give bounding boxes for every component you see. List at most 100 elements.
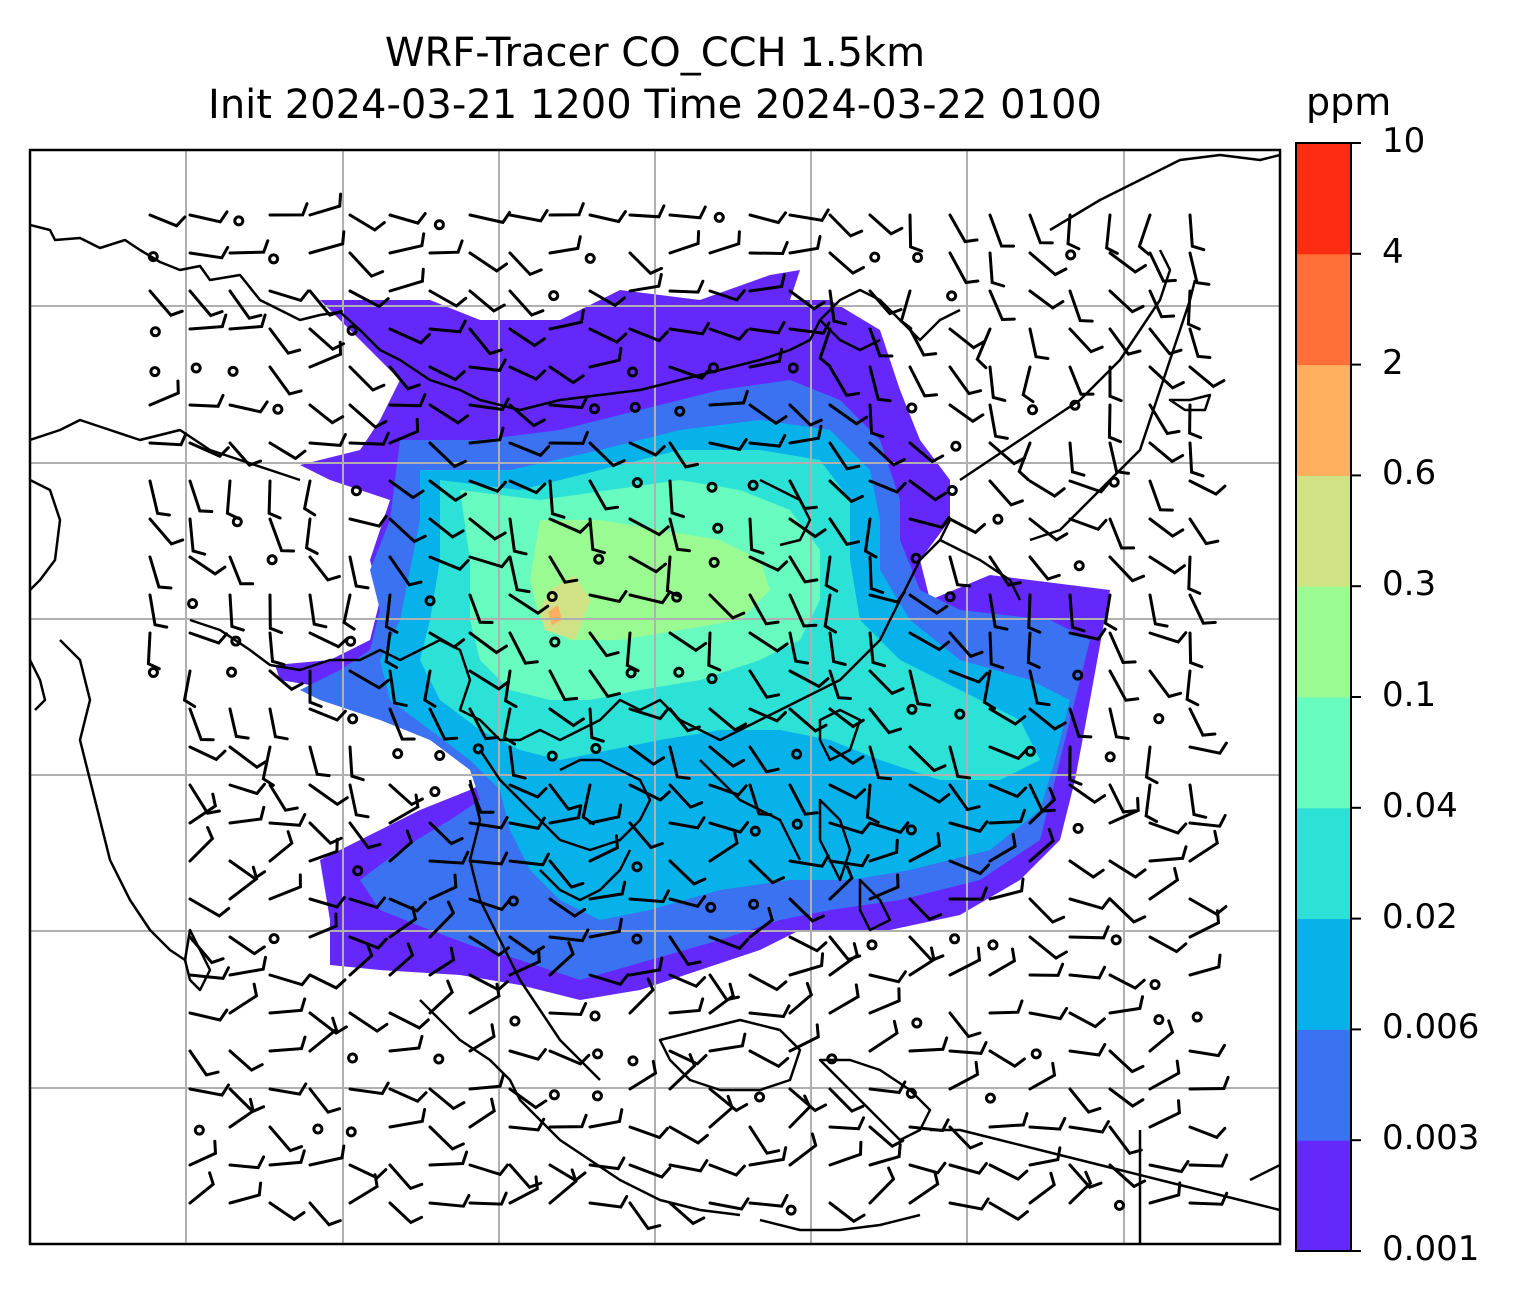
wind-barb (823, 593, 838, 634)
colorbar-band-6 (1296, 475, 1351, 587)
wind-barb (548, 202, 585, 217)
wind-barb (708, 707, 748, 732)
wind-barb (588, 917, 623, 939)
wind-barb (228, 859, 267, 881)
wind-barb (468, 1163, 509, 1177)
calm-marker (631, 477, 643, 489)
wind-barb (908, 946, 936, 977)
wind-barb (748, 1193, 789, 1208)
wind-barb (988, 593, 1009, 631)
wind-barb (668, 279, 705, 294)
wind-barb (228, 555, 255, 586)
wind-barb (748, 631, 789, 653)
wind-barb (428, 319, 467, 334)
wind-barb (628, 1125, 669, 1140)
wind-barb (748, 783, 773, 817)
wind-barb (1148, 845, 1188, 863)
wind-barb (748, 347, 783, 369)
wind-barb (708, 982, 735, 1015)
wind-barb (1108, 517, 1136, 550)
wind-barb (708, 1087, 749, 1113)
wind-barb (228, 1087, 266, 1114)
wind-barb (1108, 1163, 1147, 1189)
wind-barb (148, 213, 187, 228)
wind-barb (548, 669, 579, 702)
wind-barb (188, 707, 215, 742)
wind-barb (1148, 1099, 1181, 1129)
wind-barb (308, 289, 343, 317)
calm-marker (866, 939, 878, 951)
wind-barb (268, 1082, 308, 1096)
wind-barb (308, 837, 339, 863)
wind-barb (468, 211, 512, 225)
wind-barb (668, 479, 685, 519)
wind-barb (1068, 897, 1112, 911)
wind-barb (948, 365, 983, 396)
wind-barb (384, 593, 399, 634)
wind-barb (988, 707, 1027, 726)
calm-marker (1027, 404, 1039, 416)
wind-barb (788, 631, 810, 665)
wind-barb (828, 441, 861, 471)
wind-barb (748, 906, 774, 939)
wind-barb (628, 1059, 658, 1091)
wind-barb (708, 935, 750, 951)
wind-barb (388, 267, 425, 293)
wind-barb (348, 1173, 379, 1205)
wind-barb (268, 1125, 304, 1153)
wind-barb (388, 669, 408, 708)
wind-barb (1027, 593, 1042, 634)
wind-barb (868, 590, 906, 604)
wind-barb (388, 1201, 424, 1225)
wind-barb (828, 517, 861, 546)
wind-barb (188, 631, 229, 645)
wind-barb (948, 1125, 983, 1150)
wind-barb (268, 365, 303, 396)
wind-barb (1148, 365, 1185, 390)
wind-barb (1028, 555, 1061, 581)
wind-barb (1028, 289, 1065, 310)
wind-barb (668, 1053, 697, 1091)
wind-barb (748, 669, 781, 699)
wind-barb (1188, 1153, 1229, 1168)
wind-barb (268, 289, 310, 303)
wind-barb (988, 251, 1006, 288)
wind-barb (708, 1032, 747, 1053)
wind-barb (148, 593, 169, 629)
wind-barb (1144, 745, 1159, 785)
wind-barb (1188, 897, 1228, 917)
wind-barb (388, 365, 421, 391)
wind-barb (788, 854, 830, 868)
calm-marker (905, 1087, 917, 1099)
colorbar-tick-label: 0.003 (1382, 1118, 1480, 1159)
wind-barb (868, 479, 907, 494)
calm-marker (434, 750, 446, 762)
wind-barb (188, 935, 225, 965)
wind-barb (508, 251, 543, 277)
wind-barb (308, 403, 345, 425)
wind-barb (1028, 1061, 1057, 1091)
wind-barb (748, 555, 789, 572)
calm-marker (312, 1123, 324, 1135)
wind-barb (828, 289, 848, 326)
wind-barb (508, 517, 528, 556)
wind-barb (468, 982, 501, 1015)
wind-barb (468, 631, 508, 655)
wind-barb (588, 1108, 624, 1129)
wind-barb (748, 745, 780, 774)
calm-marker (629, 401, 641, 413)
wind-barb (1148, 251, 1177, 283)
colorbar-frame (1295, 142, 1352, 1252)
wind-barb (988, 1049, 1026, 1069)
wind-barb (788, 952, 825, 977)
wind-barb (1148, 403, 1181, 436)
colorbar-band-0 (1296, 1140, 1351, 1252)
wind-barb (868, 1080, 907, 1095)
wind-barb (1187, 555, 1202, 595)
wind-barb (228, 1155, 266, 1170)
calm-marker (268, 933, 280, 945)
wind-barb (982, 669, 997, 710)
wind-barb (1188, 327, 1212, 359)
calm-marker (149, 366, 161, 378)
wind-barb (428, 365, 466, 382)
